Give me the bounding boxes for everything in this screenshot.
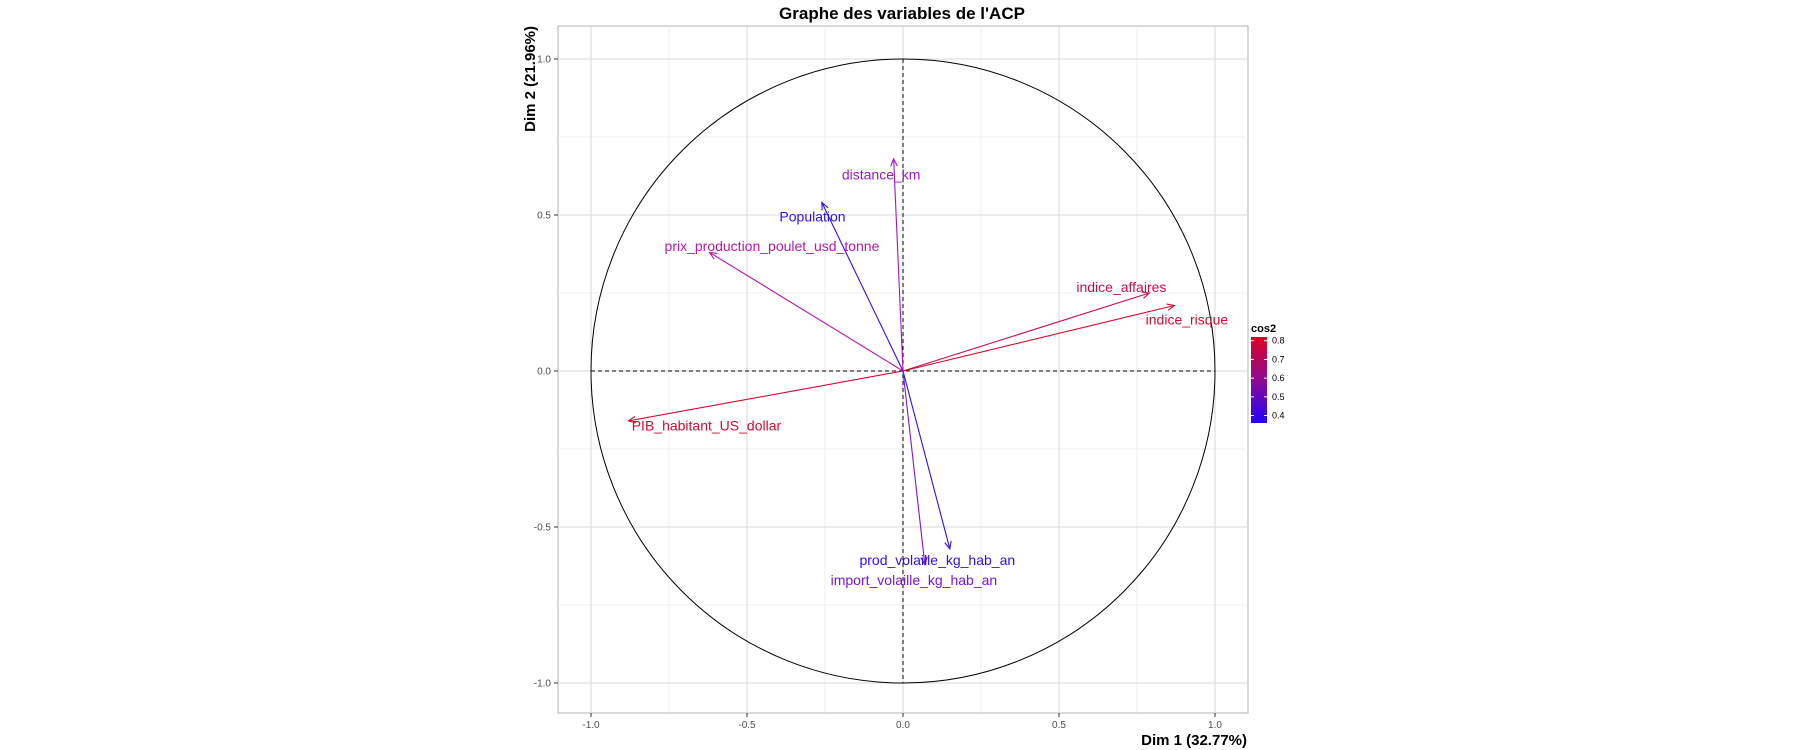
x-tick-label: -0.5 xyxy=(738,720,756,731)
y-axis-ticks: -1.0 -0.5 0.0 0.5 1.0 xyxy=(534,55,558,690)
arrow-indice_risque xyxy=(902,304,1175,372)
arrow-prod_volaille_kg_hab_an xyxy=(902,370,951,549)
y-tick-label: 1.0 xyxy=(537,55,551,66)
cos2-legend: cos2 0.8 0.7 0.6 0.5 0.4 xyxy=(1251,323,1285,423)
chart-title: Graphe des variables de l'ACP xyxy=(779,4,1025,23)
arrowhead-prod_volaille_kg_hab_an xyxy=(944,540,952,551)
x-tick-label: -1.0 xyxy=(582,720,600,731)
x-tick-label: 1.0 xyxy=(1208,720,1222,731)
legend-ticks: 0.8 0.7 0.6 0.5 0.4 xyxy=(1251,336,1285,421)
label-PIB_habitant_US_dollar: PIB_habitant_US_dollar xyxy=(632,418,782,434)
x-tick-label: 0.0 xyxy=(896,720,910,731)
x-axis-label: Dim 1 (32.77%) xyxy=(1141,732,1247,749)
variable-labels: indice_affaires indice_risque PIB_habitant… xyxy=(632,166,1229,588)
legend-tick-label: 0.6 xyxy=(1272,373,1285,383)
label-indice_risque: indice_risque xyxy=(1146,312,1229,328)
y-tick-label: 0.5 xyxy=(537,211,551,222)
legend-tick-label: 0.8 xyxy=(1272,336,1285,346)
arrow-distance_km xyxy=(893,158,904,372)
x-tick-label: 0.5 xyxy=(1052,720,1066,731)
label-indice_affaires: indice_affaires xyxy=(1076,279,1166,295)
arrowhead-indice_risque xyxy=(1166,303,1176,311)
arrowhead-PIB_habitant_US_dollar xyxy=(627,415,637,424)
legend-title: cos2 xyxy=(1251,323,1276,335)
legend-tick-label: 0.7 xyxy=(1272,354,1285,364)
arrow-indice_affaires xyxy=(902,292,1150,372)
arrowhead-import_volaille_kg_hab_an xyxy=(920,556,928,566)
y-tick-label: -1.0 xyxy=(534,679,552,690)
label-prod_volaille_kg_hab_an: prod_volaille_kg_hab_an xyxy=(859,552,1015,568)
y-tick-label: -0.5 xyxy=(534,523,552,534)
arrow-prix_production_poulet_usd_tonne xyxy=(709,251,904,372)
legend-tick-label: 0.5 xyxy=(1272,392,1285,402)
label-prix_production_poulet_usd_tonne: prix_production_poulet_usd_tonne xyxy=(665,238,880,254)
y-tick-label: 0.0 xyxy=(537,367,551,378)
arrow-Population xyxy=(821,202,904,372)
arrow-PIB_habitant_US_dollar xyxy=(628,370,904,422)
arrowhead-indice_affaires xyxy=(1141,291,1151,299)
arrowhead-prix_production_poulet_usd_tonne xyxy=(708,251,718,260)
arrowhead-Population xyxy=(821,201,829,211)
y-axis-label: Dim 2 (21.96%) xyxy=(522,26,539,132)
arrowhead-distance_km xyxy=(890,157,898,167)
label-import_volaille_kg_hab_an: import_volaille_kg_hab_an xyxy=(831,572,998,588)
legend-colorbar xyxy=(1251,337,1267,423)
label-distance_km: distance_km xyxy=(842,166,921,182)
arrow-import_volaille_kg_hab_an xyxy=(902,370,926,565)
variable-arrows xyxy=(627,157,1176,566)
legend-tick-label: 0.4 xyxy=(1272,411,1285,421)
x-axis-ticks: -1.0 -0.5 0.0 0.5 1.0 xyxy=(582,713,1222,731)
label-Population: Population xyxy=(779,209,845,225)
